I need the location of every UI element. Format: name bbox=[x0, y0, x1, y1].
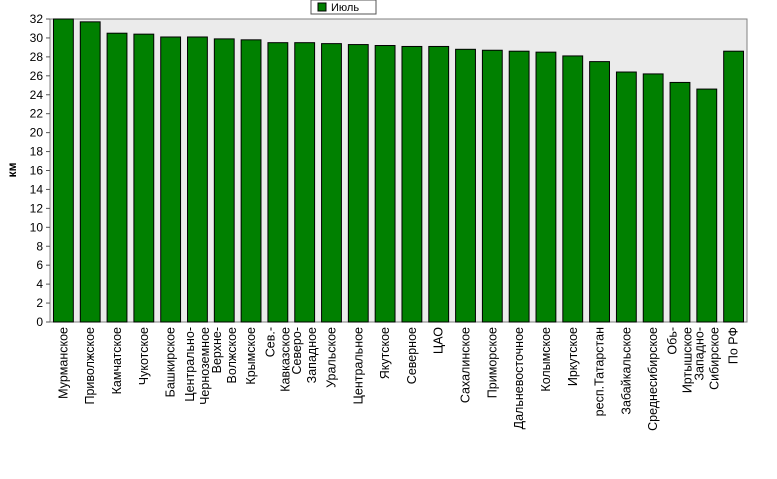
bar bbox=[267, 42, 289, 323]
bar bbox=[642, 73, 664, 323]
x-tick-label: Северо-Западное bbox=[290, 327, 319, 383]
bar bbox=[535, 51, 557, 323]
x-tick-label: Мурманское bbox=[56, 327, 70, 399]
bar bbox=[79, 21, 101, 323]
x-tick-label: Приморское bbox=[485, 327, 499, 398]
bar bbox=[160, 36, 182, 323]
y-tick-label: 20 bbox=[30, 126, 44, 140]
x-tick-label: Центрально-Черноземное bbox=[183, 327, 212, 405]
y-axis-label: км bbox=[5, 162, 19, 177]
x-tick-label: Крымское bbox=[244, 327, 258, 385]
x-tick-label: ЦАО bbox=[432, 327, 446, 354]
bar bbox=[723, 50, 745, 323]
y-tick-label: 12 bbox=[30, 201, 44, 215]
bar bbox=[133, 33, 155, 323]
x-tick-label: Уральское bbox=[324, 327, 338, 388]
bar bbox=[615, 71, 637, 323]
y-tick-label: 8 bbox=[36, 239, 43, 253]
legend-swatch bbox=[317, 2, 327, 12]
bar bbox=[187, 36, 208, 323]
bar bbox=[347, 44, 369, 323]
y-tick-label: 24 bbox=[30, 88, 44, 102]
bar bbox=[106, 32, 128, 323]
bar bbox=[428, 45, 450, 323]
bar bbox=[240, 39, 262, 323]
x-tick-label: Обь-Иртышское bbox=[665, 327, 694, 393]
x-tick-label: Башкирское bbox=[164, 327, 178, 397]
bar bbox=[481, 49, 503, 323]
x-axis-labels: Мурманское Приволжское Камчатское Чукотское… bbox=[56, 327, 740, 431]
legend-label: Июль bbox=[331, 2, 359, 14]
x-tick-label: По РФ bbox=[727, 327, 741, 364]
y-tick-label: 16 bbox=[30, 164, 44, 178]
x-tick-label: Колымское bbox=[539, 327, 553, 392]
x-tick-label: Камчатское bbox=[110, 327, 124, 394]
x-tick-label: Дальневосточное bbox=[512, 327, 526, 429]
x-tick-label: Верхне-Волжское bbox=[210, 327, 239, 383]
bar bbox=[562, 55, 584, 323]
bar bbox=[696, 88, 718, 323]
bar bbox=[213, 38, 235, 323]
bars bbox=[52, 18, 745, 323]
y-tick-label: 32 bbox=[30, 12, 44, 26]
y-tick-label: 28 bbox=[30, 50, 44, 64]
legend-box bbox=[310, 0, 377, 15]
x-tick-label: респ.Татарстан bbox=[593, 327, 607, 416]
y-tick-label: 0 bbox=[36, 315, 43, 329]
bar bbox=[321, 43, 342, 323]
x-tick-label: Сахалинское bbox=[459, 327, 473, 403]
bar bbox=[669, 81, 691, 323]
y-tick-label: 4 bbox=[36, 277, 43, 291]
x-tick-label: Северное bbox=[405, 327, 419, 384]
y-tick-label: 10 bbox=[30, 220, 44, 234]
x-tick-label: Иркутское bbox=[566, 327, 580, 386]
x-tick-label: Среднесибирское bbox=[646, 327, 660, 431]
y-tick-label: 30 bbox=[30, 31, 44, 45]
x-tick-label: Западно-Сибирское bbox=[692, 327, 721, 390]
y-tick-label: 14 bbox=[30, 182, 44, 196]
bar bbox=[455, 48, 476, 323]
x-tick-label: Приволжское bbox=[83, 327, 97, 405]
bar bbox=[589, 61, 610, 323]
x-tick-label: Центральное bbox=[351, 327, 365, 404]
x-tick-label: Сев.-Кавказское bbox=[263, 327, 292, 392]
y-tick-label: 2 bbox=[36, 296, 43, 310]
bar bbox=[374, 45, 396, 323]
bar bbox=[401, 45, 423, 323]
bar bbox=[508, 50, 530, 323]
y-tick-label: 6 bbox=[36, 258, 43, 272]
y-tick-label: 18 bbox=[30, 145, 44, 159]
legend: Июль bbox=[310, 0, 377, 15]
y-tick-label: 26 bbox=[30, 69, 44, 83]
plot-area bbox=[49, 18, 748, 323]
x-tick-label: Якутское bbox=[378, 327, 392, 379]
bar bbox=[52, 18, 74, 323]
y-tick-label: 22 bbox=[30, 107, 44, 121]
x-tick-label: Чукотское bbox=[137, 327, 151, 385]
bar bbox=[294, 42, 316, 323]
x-tick-label: Забайкальское bbox=[619, 327, 633, 415]
